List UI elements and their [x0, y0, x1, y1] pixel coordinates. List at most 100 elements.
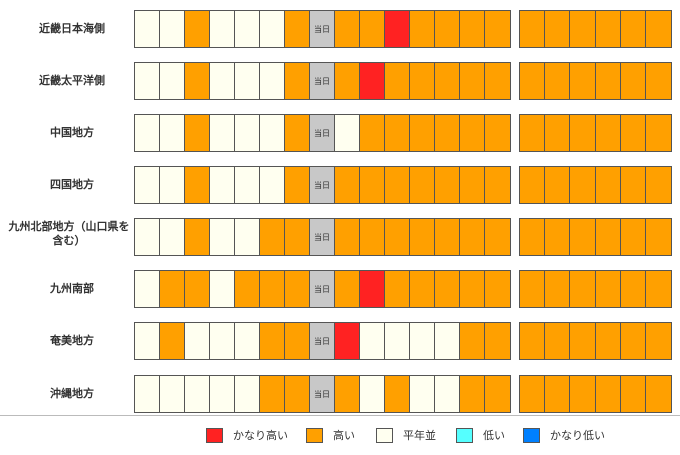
forecast-cell [595, 63, 621, 99]
forecast-cell [620, 167, 646, 203]
forecast-cell [235, 376, 260, 412]
forecast-cell [645, 11, 672, 47]
forecast-cell [595, 219, 621, 255]
forecast-cell [260, 323, 285, 359]
forecast-cell [570, 323, 596, 359]
forecast-cell [235, 167, 260, 203]
forecast-cell [160, 219, 185, 255]
region-label: 近畿太平洋側 [39, 74, 105, 87]
forecast-cell [410, 271, 435, 307]
forecast-cell [260, 11, 285, 47]
forecast-cell [595, 271, 621, 307]
legend-label: 高い [333, 429, 355, 442]
forecast-cell [360, 115, 385, 151]
forecast-grid-main: 当日 [134, 166, 511, 204]
region-label: 中国地方 [50, 126, 94, 139]
forecast-cell [210, 63, 235, 99]
forecast-grid-main: 当日 [134, 322, 511, 360]
forecast-cell [335, 271, 360, 307]
forecast-cell [520, 11, 546, 47]
forecast-cell [485, 63, 510, 99]
forecast-cell [410, 63, 435, 99]
forecast-cell [160, 115, 185, 151]
forecast-cell [410, 11, 435, 47]
forecast-cell [185, 11, 210, 47]
forecast-cell [385, 115, 410, 151]
legend-label: かなり高い [233, 429, 288, 442]
legend-swatch [306, 427, 323, 443]
forecast-grid-extended [519, 114, 673, 152]
forecast-cell [210, 323, 235, 359]
forecast-cell [520, 63, 546, 99]
forecast-grid-extended [519, 270, 673, 308]
forecast-cell [235, 63, 260, 99]
forecast-cell [460, 115, 485, 151]
forecast-cell [410, 115, 435, 151]
forecast-cell [385, 11, 410, 47]
forecast-cell [360, 323, 385, 359]
forecast-cell [335, 323, 360, 359]
region-label: 奄美地方 [50, 334, 94, 347]
forecast-cell [460, 63, 485, 99]
forecast-cell [360, 376, 385, 412]
forecast-cell [645, 115, 672, 151]
today-cell: 当日 [310, 376, 335, 412]
forecast-cell [460, 219, 485, 255]
forecast-cell [135, 63, 160, 99]
forecast-cell [435, 63, 460, 99]
forecast-cell [410, 323, 435, 359]
forecast-cell [570, 271, 596, 307]
forecast-grid-main: 当日 [134, 375, 511, 413]
forecast-cell [285, 115, 310, 151]
today-cell: 当日 [310, 167, 335, 203]
forecast-cell [435, 167, 460, 203]
forecast-cell [595, 11, 621, 47]
forecast-cell [335, 219, 360, 255]
forecast-cell [545, 167, 571, 203]
legend-label: 平年並 [403, 429, 436, 442]
forecast-cell [235, 11, 260, 47]
forecast-cell [260, 376, 285, 412]
region-label: 九州南部 [50, 282, 94, 295]
region-label: 四国地方 [50, 178, 94, 191]
forecast-cell [545, 323, 571, 359]
forecast-cell [285, 376, 310, 412]
legend-item: 低い [456, 427, 505, 443]
forecast-cell [185, 376, 210, 412]
forecast-cell [235, 323, 260, 359]
forecast-cell [645, 219, 672, 255]
forecast-cell [545, 376, 571, 412]
forecast-cell [260, 219, 285, 255]
forecast-cell [485, 323, 510, 359]
forecast-cell [620, 115, 646, 151]
legend-item: 高い [306, 427, 355, 443]
forecast-cell [160, 167, 185, 203]
forecast-cell [520, 167, 546, 203]
forecast-cell [160, 11, 185, 47]
legend-swatch [523, 427, 540, 443]
forecast-cell [135, 167, 160, 203]
forecast-cell [260, 115, 285, 151]
forecast-cell [235, 271, 260, 307]
forecast-cell [645, 167, 672, 203]
forecast-cell [460, 323, 485, 359]
forecast-cell [570, 63, 596, 99]
forecast-cell [595, 115, 621, 151]
forecast-cell [185, 115, 210, 151]
legend-item: かなり高い [206, 427, 288, 443]
forecast-cell [485, 219, 510, 255]
forecast-cell [385, 63, 410, 99]
forecast-cell [135, 219, 160, 255]
forecast-cell [335, 376, 360, 412]
forecast-cell [135, 11, 160, 47]
forecast-cell [460, 376, 485, 412]
forecast-cell [285, 271, 310, 307]
forecast-cell [410, 376, 435, 412]
forecast-grid-main: 当日 [134, 10, 511, 48]
forecast-cell [360, 271, 385, 307]
forecast-cell [545, 63, 571, 99]
forecast-cell [545, 11, 571, 47]
forecast-cell [385, 167, 410, 203]
today-cell: 当日 [310, 323, 335, 359]
forecast-cell [620, 63, 646, 99]
